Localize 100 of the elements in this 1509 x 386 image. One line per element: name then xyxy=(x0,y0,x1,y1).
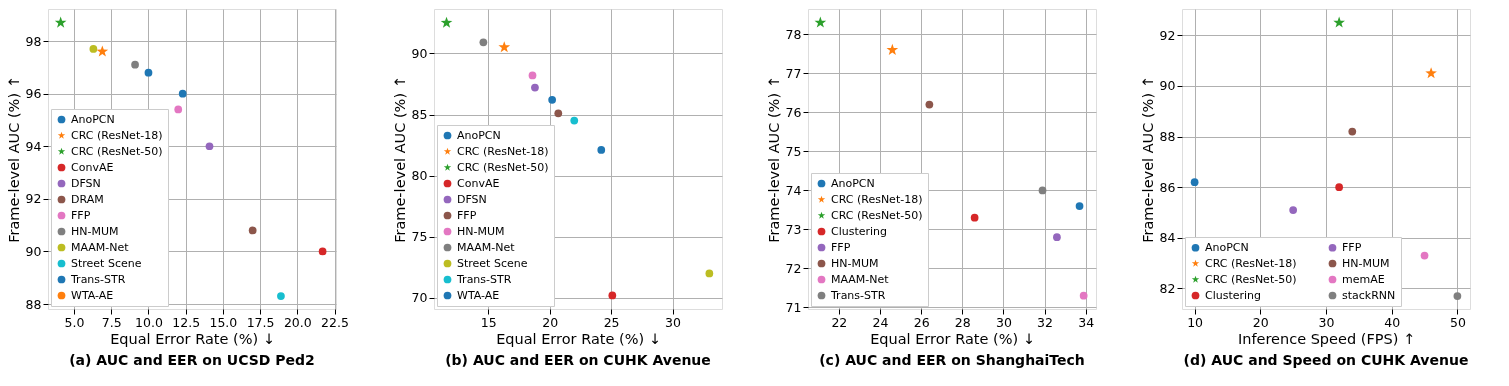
x-tick-label: 10.0 xyxy=(135,314,163,330)
y-tick-label: 94 xyxy=(25,138,42,154)
y-axis-title: Frame-level AUC (%) ↑ xyxy=(1139,76,1156,243)
legend-label: AnoPCN xyxy=(831,176,875,190)
y-tick-label: 78 xyxy=(785,26,802,42)
point xyxy=(528,71,537,80)
x-tick-label: 28 xyxy=(954,314,971,330)
y-tick-label: 96 xyxy=(25,86,42,102)
point xyxy=(1348,127,1357,136)
legend-label: AnoPCN xyxy=(71,112,115,126)
x-tick-label: 26 xyxy=(913,314,930,330)
y-axis-title: Frame-level AUC (%) ↑ xyxy=(5,76,22,243)
y-tick-label: 92 xyxy=(25,191,42,207)
legend-label: WTA-AE xyxy=(457,288,500,302)
point xyxy=(96,45,109,57)
point xyxy=(318,247,327,256)
x-tick-label: 30 xyxy=(665,314,682,330)
y-tick-label: 82 xyxy=(1159,280,1176,296)
legend-label: FFP xyxy=(71,208,91,222)
legend-label: Trans-STR xyxy=(830,288,886,302)
point xyxy=(479,38,488,47)
legend-label: Clustering xyxy=(831,224,888,238)
legend-label: memAE xyxy=(1342,272,1385,286)
point xyxy=(440,16,453,28)
point xyxy=(89,45,98,53)
legend-label: Trans-STR xyxy=(456,272,512,286)
y-axis-title: Frame-level AUC (%) ↑ xyxy=(391,76,408,243)
point xyxy=(205,142,214,151)
point xyxy=(131,60,139,69)
legend-label: DFSN xyxy=(457,192,487,206)
y-tick-label: 73 xyxy=(785,221,802,237)
y-axis-title: Frame-level AUC (%) ↑ xyxy=(765,76,782,243)
point xyxy=(925,100,934,109)
legend-label: Street Scene xyxy=(457,256,528,270)
text: (b) AUC and EER on CUHK Avenue xyxy=(445,352,711,368)
legend-label: Trans-STR xyxy=(70,272,126,286)
legend-label: FFP xyxy=(831,240,851,254)
x-tick-label: 24 xyxy=(872,314,889,330)
y-tick-label: 88 xyxy=(1159,129,1176,145)
y-tick-label: 80 xyxy=(411,168,428,184)
legend-label: HN-MUM xyxy=(457,224,505,238)
x-tick-label: 30 xyxy=(1318,314,1335,330)
point xyxy=(597,146,606,154)
text: (d) AUC and Speed on CUHK Avenue xyxy=(1183,352,1469,368)
y-tick-label: 90 xyxy=(411,45,428,61)
y-tick-label: 75 xyxy=(785,143,802,159)
legend-label: CRC (ResNet-18) xyxy=(1205,256,1297,270)
y-tick-label: 90 xyxy=(25,243,42,259)
x-tick-label: 10 xyxy=(1187,314,1204,330)
x-tick-label: 15.0 xyxy=(209,314,238,330)
y-tick-label: 72 xyxy=(785,260,802,276)
y-tick-label: 74 xyxy=(785,182,802,198)
y-tick-label: 90 xyxy=(1159,78,1176,94)
point xyxy=(144,68,153,77)
point xyxy=(1289,206,1298,214)
point xyxy=(174,105,183,114)
legend-label: WTA-AE xyxy=(71,288,114,302)
legend-label: CRC (ResNet-50) xyxy=(71,144,163,158)
point xyxy=(1420,251,1429,260)
legend-label: CRC (ResNet-18) xyxy=(457,144,549,158)
point xyxy=(705,269,714,278)
x-tick-label: 22.5 xyxy=(321,314,349,330)
x-axis-title: Inference Speed (FPS) ↑ xyxy=(1237,331,1416,347)
y-tick-label: 76 xyxy=(785,104,802,120)
point xyxy=(498,41,511,53)
text: (c) AUC and EER on ShanghaiTech xyxy=(819,352,1085,368)
legend-label: CRC (ResNet-50) xyxy=(831,208,923,222)
x-axis-title: Equal Error Rate (%) ↓ xyxy=(870,331,1035,347)
y-tick-label: 84 xyxy=(1159,230,1176,246)
point xyxy=(548,95,557,104)
legend-label: CRC (ResNet-18) xyxy=(71,128,163,142)
x-tick-label: 34 xyxy=(1078,314,1095,330)
point xyxy=(1190,178,1199,187)
legend-label: stackRNN xyxy=(1342,288,1396,302)
point xyxy=(1038,186,1047,195)
x-tick-label: 32 xyxy=(1037,314,1054,330)
point xyxy=(178,89,187,98)
point xyxy=(1053,233,1061,242)
point xyxy=(886,43,899,55)
point xyxy=(277,292,285,300)
legend-label: MAAM-Net xyxy=(457,240,516,254)
x-axis-title: Equal Error Rate (%) ↓ xyxy=(496,331,661,347)
legend-label: AnoPCN xyxy=(457,128,501,142)
point xyxy=(1075,202,1084,210)
legend-label: ConvAE xyxy=(457,176,500,190)
legend-label: HN-MUM xyxy=(831,256,879,270)
legend-label: DRAM xyxy=(71,192,104,206)
legend-label: Street Scene xyxy=(71,256,142,270)
point xyxy=(531,83,539,92)
y-tick-label: 92 xyxy=(1159,27,1176,43)
y-tick-label: 70 xyxy=(411,290,428,306)
x-tick-label: 22 xyxy=(831,314,848,330)
y-tick-label: 98 xyxy=(25,33,42,49)
point xyxy=(1453,292,1462,300)
legend-label: CRC (ResNet-18) xyxy=(831,192,923,206)
x-tick-label: 30 xyxy=(995,314,1012,330)
legend-label: Clustering xyxy=(1205,288,1262,302)
legend-label: MAAM-Net xyxy=(831,272,890,286)
legend-label: DFSN xyxy=(71,176,101,190)
point xyxy=(248,226,257,235)
